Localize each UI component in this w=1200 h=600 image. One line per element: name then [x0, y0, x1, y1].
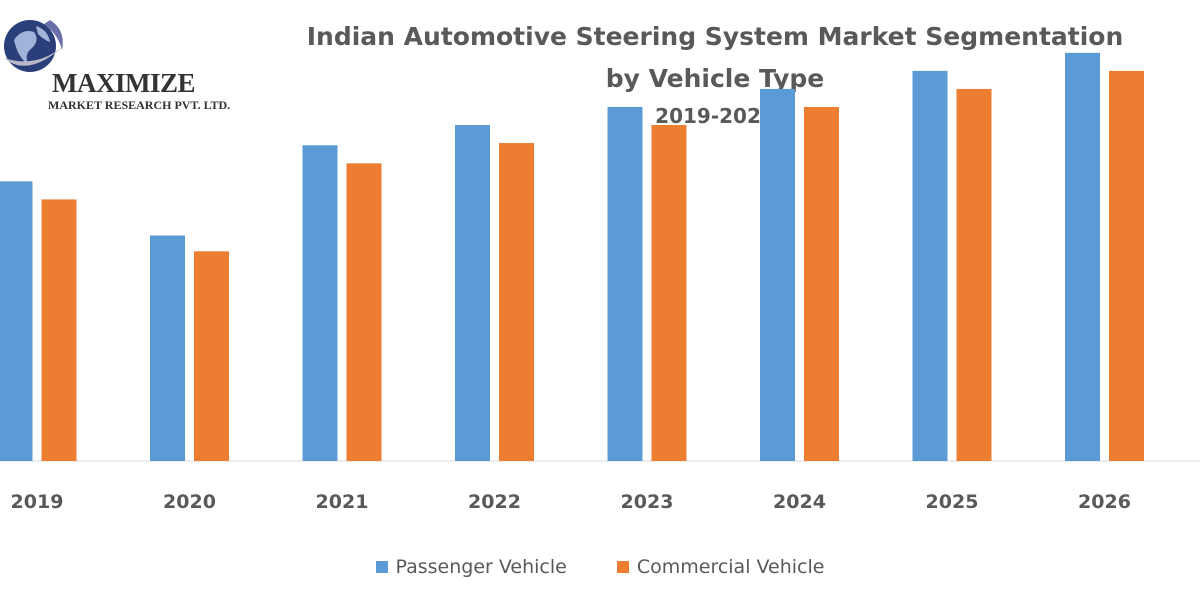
- bar-commercial-2025: [956, 88, 992, 462]
- legend-item-commercial: Commercial Vehicle: [616, 556, 825, 578]
- logo-subtitle: MARKET RESEARCH PVT. LTD.: [48, 98, 231, 112]
- bar-commercial-2020: [194, 251, 229, 461]
- legend-swatch-passenger: [375, 561, 388, 573]
- chart-legend: Passenger Vehicle Commercial Vehicle: [0, 556, 1200, 578]
- chart-title-block: Indian Automotive Steering System Market…: [285, 22, 1145, 128]
- bar-passenger-2021: [302, 145, 338, 462]
- bar-passenger-2019: [0, 181, 33, 461]
- bar-commercial-2019: [41, 199, 77, 462]
- legend-swatch-commercial: [616, 561, 629, 573]
- legend-label-commercial: Commercial Vehicle: [636, 556, 825, 578]
- bar-commercial-2022: [499, 143, 534, 462]
- bar-commercial-2024: [804, 106, 839, 461]
- x-tick-label-2025: 2025: [926, 491, 979, 513]
- x-tick-label-2020: 2020: [163, 491, 216, 513]
- x-tick-label-2024: 2024: [773, 491, 826, 513]
- chart-title-line-2: by Vehicle Type: [605, 64, 825, 93]
- legend-label-passenger: Passenger Vehicle: [395, 556, 567, 578]
- logo-name: MAXIMIZE: [52, 68, 196, 98]
- bar-passenger-2026: [1065, 52, 1100, 461]
- bar-commercial-2023: [651, 125, 687, 461]
- bar-commercial-2026: [1109, 70, 1144, 461]
- bar-passenger-2022: [455, 125, 490, 461]
- x-tick-label-2019: 2019: [11, 491, 64, 513]
- bar-passenger-2023: [607, 106, 643, 461]
- x-tick-label-2026: 2026: [1078, 491, 1131, 513]
- x-tick-label-2022: 2022: [468, 491, 521, 513]
- bar-passenger-2025: [912, 70, 948, 461]
- company-logo: MAXIMIZE MARKET RESEARCH PVT. LTD.: [0, 10, 280, 112]
- legend-item-passenger: Passenger Vehicle: [375, 556, 567, 578]
- chart-title-line-1: Indian Automotive Steering System Market…: [306, 22, 1124, 51]
- globe-icon: [4, 20, 70, 72]
- x-tick-label-2021: 2021: [316, 491, 369, 513]
- chart-subtitle: 2019-2026: [655, 104, 775, 128]
- x-tick-label-2023: 2023: [621, 491, 674, 513]
- bar-passenger-2020: [150, 235, 185, 461]
- bar-commercial-2021: [346, 163, 382, 461]
- bar-passenger-2024: [760, 88, 795, 462]
